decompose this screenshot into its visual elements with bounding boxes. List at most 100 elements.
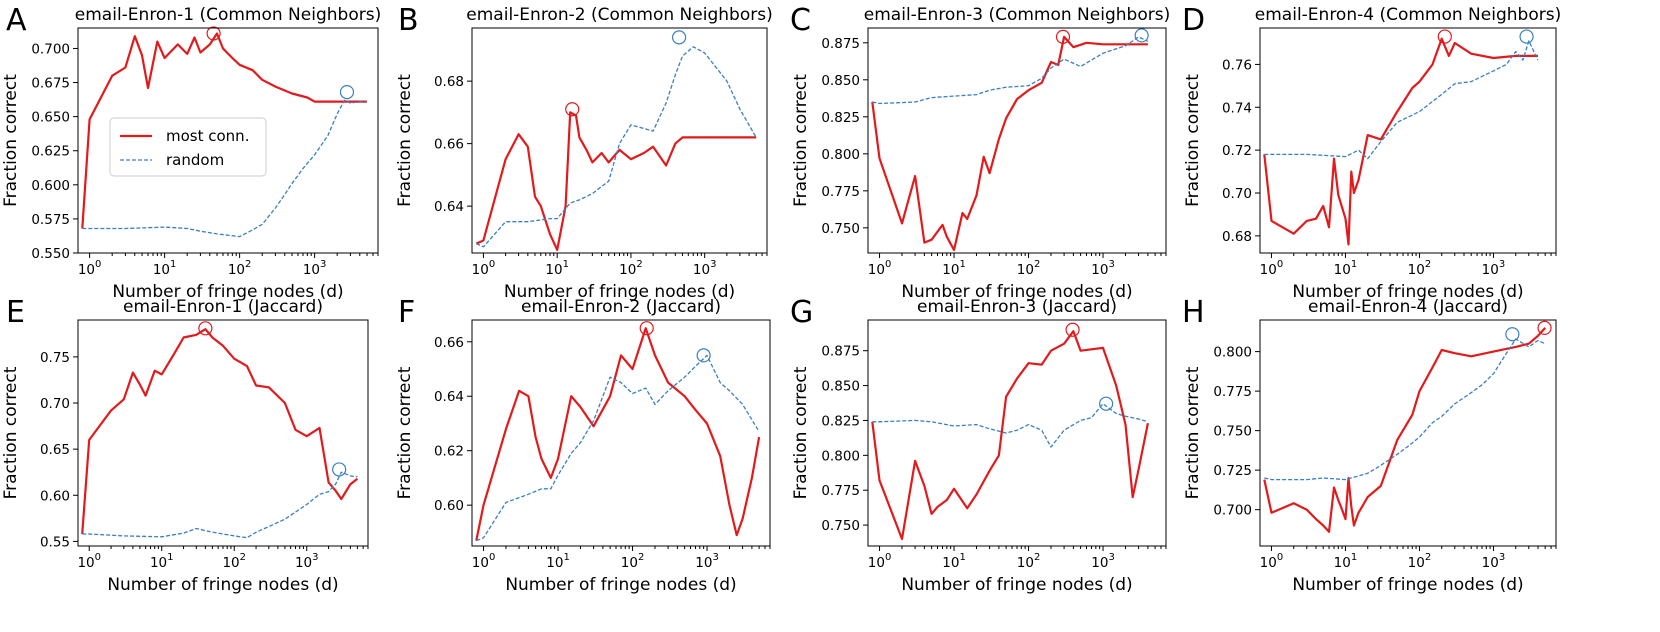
y-axis-label: Fraction correct [395,366,415,499]
series-random-line [1264,40,1539,160]
x-tick-label: 102 [619,259,643,278]
series-most-conn-line [871,35,1148,252]
x-tick-label: 103 [1482,552,1506,571]
plot-frame [867,319,1167,547]
y-tick-label: 0.775 [821,483,860,499]
most-conn-max-marker [565,102,580,117]
y-tick-label: 0.750 [1213,424,1252,440]
x-tick-label: 101 [546,552,570,571]
x-tick-label: 103 [1482,259,1506,278]
most-conn-max-marker [1065,322,1080,337]
x-tick-label: 100 [78,259,102,278]
series-most-conn-line [1263,327,1547,533]
random-max-marker [1505,327,1520,342]
most-conn-max-marker [206,26,221,41]
panel-letter: E [6,295,25,330]
plot-frame [867,27,1167,254]
x-tick-label: 103 [695,552,719,571]
random-max-marker [1099,396,1114,411]
x-tick-label: 103 [1091,259,1115,278]
y-tick-label: 0.550 [31,246,70,262]
series-group [81,328,359,539]
y-tick-label: 0.76 [1222,57,1252,73]
y-axis-label: Fraction correct [395,74,415,207]
series-most-conn-line [475,327,761,541]
y-tick-label: 0.650 [31,110,70,126]
series-most-conn-line [871,330,1149,541]
x-tick-label: 101 [942,552,966,571]
x-axis-label: Number of fringe nodes (d) [112,282,343,302]
x-tick-label: 101 [1334,552,1358,571]
legend-most-conn-label: most conn. [166,127,249,145]
x-tick-label: 100 [77,552,101,571]
y-tick-label: 0.850 [821,379,860,395]
y-tick-label: 0.775 [1213,384,1252,400]
most-conn-max-marker [1437,29,1452,44]
y-tick-label: 0.800 [821,448,860,464]
panel-title: email-Enron-3 (Jaccard) [917,297,1117,317]
y-tick-label: 0.66 [434,137,464,153]
x-tick-label: 100 [472,259,496,278]
series-group [81,32,367,238]
x-axis-label: Number of fringe nodes (d) [504,282,735,302]
random-max-marker [671,30,687,45]
series-group [871,35,1149,252]
y-axis-label: Fraction correct [791,366,811,499]
series-group [475,327,761,542]
panel-letter: D [1182,3,1205,38]
x-tick-label: 101 [153,259,177,278]
series-most-conn-line [1263,37,1538,246]
panel-title: email-Enron-2 (Jaccard) [521,297,721,317]
y-tick-label: 0.750 [821,221,860,237]
panel-letter: A [6,3,27,38]
y-axis-label: Fraction correct [1183,366,1203,499]
x-tick-label: 100 [868,259,892,278]
x-tick-label: 101 [942,259,966,278]
x-tick-label: 103 [303,259,327,278]
series-random-line [872,403,1149,448]
y-tick-label: 0.75 [40,350,70,366]
series-group [1263,327,1547,533]
y-tick-label: 0.700 [1213,503,1252,519]
panel-title: email-Enron-2 (Common Neighbors) [466,5,772,25]
x-tick-label: 103 [1091,552,1115,571]
random-max-marker [696,348,711,363]
panel-title: email-Enron-4 (Common Neighbors) [1255,5,1561,25]
y-tick-label: 0.68 [434,74,464,90]
random-max-marker [332,462,347,477]
y-tick-label: 0.60 [40,488,70,504]
panel-title: email-Enron-1 (Jaccard) [123,297,323,317]
most-conn-max-marker [639,321,654,336]
y-tick-label: 0.725 [1213,463,1252,479]
y-tick-label: 0.675 [31,76,70,92]
legend: most conn. random [109,117,267,177]
x-tick-label: 101 [545,259,569,278]
x-tick-label: 103 [693,259,717,278]
series-group [1263,37,1539,246]
random-max-marker [339,84,355,100]
plot-frame [77,319,369,547]
y-tick-label: 0.700 [31,41,70,57]
series-random-line [476,46,757,248]
y-tick-label: 0.55 [40,534,70,550]
most-conn-max-marker [198,321,213,336]
panel-title: email-Enron-1 (Common Neighbors) [75,5,381,25]
panel-title: email-Enron-4 (Jaccard) [1308,297,1508,317]
y-tick-label: 0.800 [1213,345,1252,361]
y-tick-label: 0.600 [31,178,70,194]
x-axis-label: Number of fringe nodes (d) [1292,282,1523,302]
series-most-conn-line [475,111,757,251]
series-random-line [1264,338,1546,481]
x-tick-label: 102 [228,259,252,278]
y-tick-label: 0.825 [821,110,860,126]
x-axis-label: Number of fringe nodes (d) [1292,575,1523,595]
x-tick-label: 100 [868,552,892,571]
series-most-conn-line [81,328,359,535]
legend-box [109,117,267,177]
plot-frame [1259,27,1557,254]
